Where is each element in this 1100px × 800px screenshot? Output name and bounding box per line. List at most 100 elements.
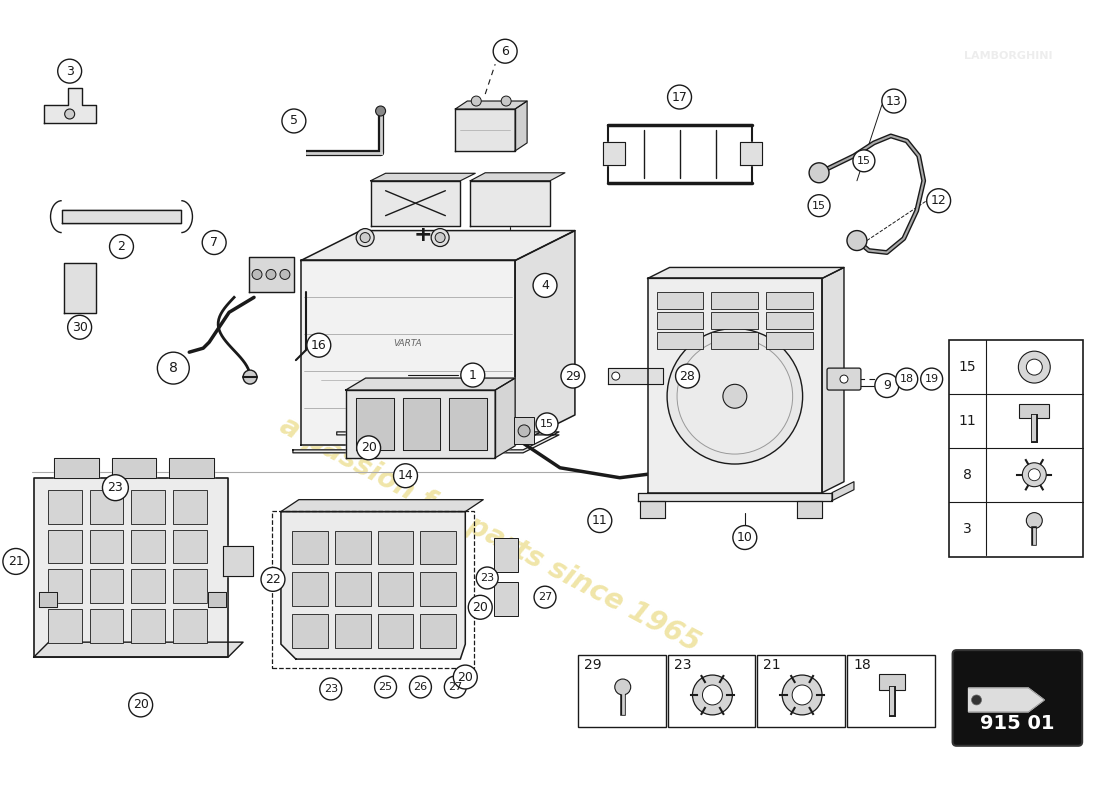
Circle shape bbox=[502, 96, 512, 106]
FancyBboxPatch shape bbox=[712, 292, 758, 310]
FancyBboxPatch shape bbox=[377, 530, 414, 565]
Polygon shape bbox=[648, 267, 844, 278]
Circle shape bbox=[971, 695, 981, 705]
FancyBboxPatch shape bbox=[89, 490, 123, 523]
FancyBboxPatch shape bbox=[1020, 404, 1049, 418]
Circle shape bbox=[926, 189, 950, 213]
Text: 2: 2 bbox=[118, 240, 125, 253]
Text: 15: 15 bbox=[812, 201, 826, 210]
Polygon shape bbox=[968, 688, 1044, 712]
FancyBboxPatch shape bbox=[657, 332, 704, 349]
Text: 29: 29 bbox=[565, 370, 581, 382]
Text: 3: 3 bbox=[964, 522, 972, 535]
FancyBboxPatch shape bbox=[420, 572, 456, 606]
FancyBboxPatch shape bbox=[89, 530, 123, 563]
Polygon shape bbox=[301, 230, 575, 261]
Circle shape bbox=[782, 675, 822, 715]
Circle shape bbox=[612, 372, 619, 380]
Circle shape bbox=[1026, 513, 1043, 529]
Polygon shape bbox=[345, 378, 515, 390]
Circle shape bbox=[703, 685, 723, 705]
Polygon shape bbox=[471, 181, 550, 226]
Circle shape bbox=[675, 364, 700, 388]
FancyBboxPatch shape bbox=[47, 610, 81, 643]
Circle shape bbox=[461, 363, 485, 387]
Circle shape bbox=[693, 675, 733, 715]
Text: 23: 23 bbox=[674, 658, 691, 672]
Circle shape bbox=[1026, 359, 1043, 375]
Circle shape bbox=[3, 549, 29, 574]
Polygon shape bbox=[515, 101, 527, 151]
Circle shape bbox=[469, 595, 492, 619]
Text: 8: 8 bbox=[169, 361, 178, 375]
FancyBboxPatch shape bbox=[292, 572, 328, 606]
Circle shape bbox=[1019, 351, 1050, 383]
Text: 10: 10 bbox=[737, 531, 752, 544]
Circle shape bbox=[261, 567, 285, 591]
Polygon shape bbox=[832, 482, 854, 501]
Polygon shape bbox=[455, 101, 527, 109]
Text: 20: 20 bbox=[361, 442, 376, 454]
Text: 30: 30 bbox=[72, 321, 88, 334]
Text: VARTA: VARTA bbox=[393, 339, 421, 348]
Text: 7: 7 bbox=[210, 236, 218, 249]
Circle shape bbox=[444, 676, 466, 698]
Circle shape bbox=[535, 586, 556, 608]
Circle shape bbox=[895, 368, 917, 390]
Circle shape bbox=[320, 678, 342, 700]
Polygon shape bbox=[169, 458, 214, 478]
FancyBboxPatch shape bbox=[174, 610, 207, 643]
Text: 8: 8 bbox=[964, 468, 972, 482]
FancyBboxPatch shape bbox=[420, 530, 456, 565]
Text: +: + bbox=[414, 225, 432, 245]
Circle shape bbox=[129, 693, 153, 717]
Circle shape bbox=[493, 39, 517, 63]
Circle shape bbox=[110, 234, 133, 258]
Polygon shape bbox=[495, 378, 515, 458]
FancyBboxPatch shape bbox=[827, 368, 861, 390]
FancyBboxPatch shape bbox=[712, 332, 758, 349]
Polygon shape bbox=[603, 142, 625, 166]
Circle shape bbox=[157, 352, 189, 384]
Text: 18: 18 bbox=[852, 658, 871, 672]
Polygon shape bbox=[638, 493, 832, 501]
FancyBboxPatch shape bbox=[657, 292, 704, 310]
Circle shape bbox=[476, 567, 498, 589]
FancyBboxPatch shape bbox=[132, 490, 165, 523]
Circle shape bbox=[356, 229, 374, 246]
Polygon shape bbox=[798, 501, 822, 518]
Polygon shape bbox=[64, 263, 96, 314]
Circle shape bbox=[847, 230, 867, 250]
Circle shape bbox=[587, 509, 612, 533]
FancyBboxPatch shape bbox=[879, 674, 905, 690]
FancyBboxPatch shape bbox=[47, 490, 81, 523]
Polygon shape bbox=[280, 512, 465, 659]
Polygon shape bbox=[39, 592, 57, 607]
Text: 26: 26 bbox=[414, 682, 428, 692]
Polygon shape bbox=[515, 230, 575, 445]
Text: 20: 20 bbox=[458, 670, 473, 683]
Circle shape bbox=[375, 676, 396, 698]
Circle shape bbox=[68, 315, 91, 339]
FancyBboxPatch shape bbox=[334, 530, 371, 565]
Circle shape bbox=[852, 150, 874, 172]
Circle shape bbox=[375, 106, 386, 116]
Text: 915 01: 915 01 bbox=[980, 714, 1055, 734]
Text: 25: 25 bbox=[378, 682, 393, 692]
Circle shape bbox=[723, 384, 747, 408]
FancyBboxPatch shape bbox=[334, 614, 371, 648]
Text: 27: 27 bbox=[448, 682, 462, 692]
Circle shape bbox=[667, 329, 803, 464]
Text: 11: 11 bbox=[959, 414, 977, 428]
Circle shape bbox=[678, 338, 793, 454]
Polygon shape bbox=[44, 88, 96, 123]
FancyBboxPatch shape bbox=[657, 312, 704, 330]
Circle shape bbox=[394, 464, 418, 488]
FancyBboxPatch shape bbox=[514, 417, 535, 444]
FancyBboxPatch shape bbox=[89, 570, 123, 603]
Circle shape bbox=[202, 230, 227, 254]
Text: 12: 12 bbox=[931, 194, 946, 207]
Circle shape bbox=[840, 375, 848, 383]
Polygon shape bbox=[280, 500, 483, 512]
FancyBboxPatch shape bbox=[174, 490, 207, 523]
